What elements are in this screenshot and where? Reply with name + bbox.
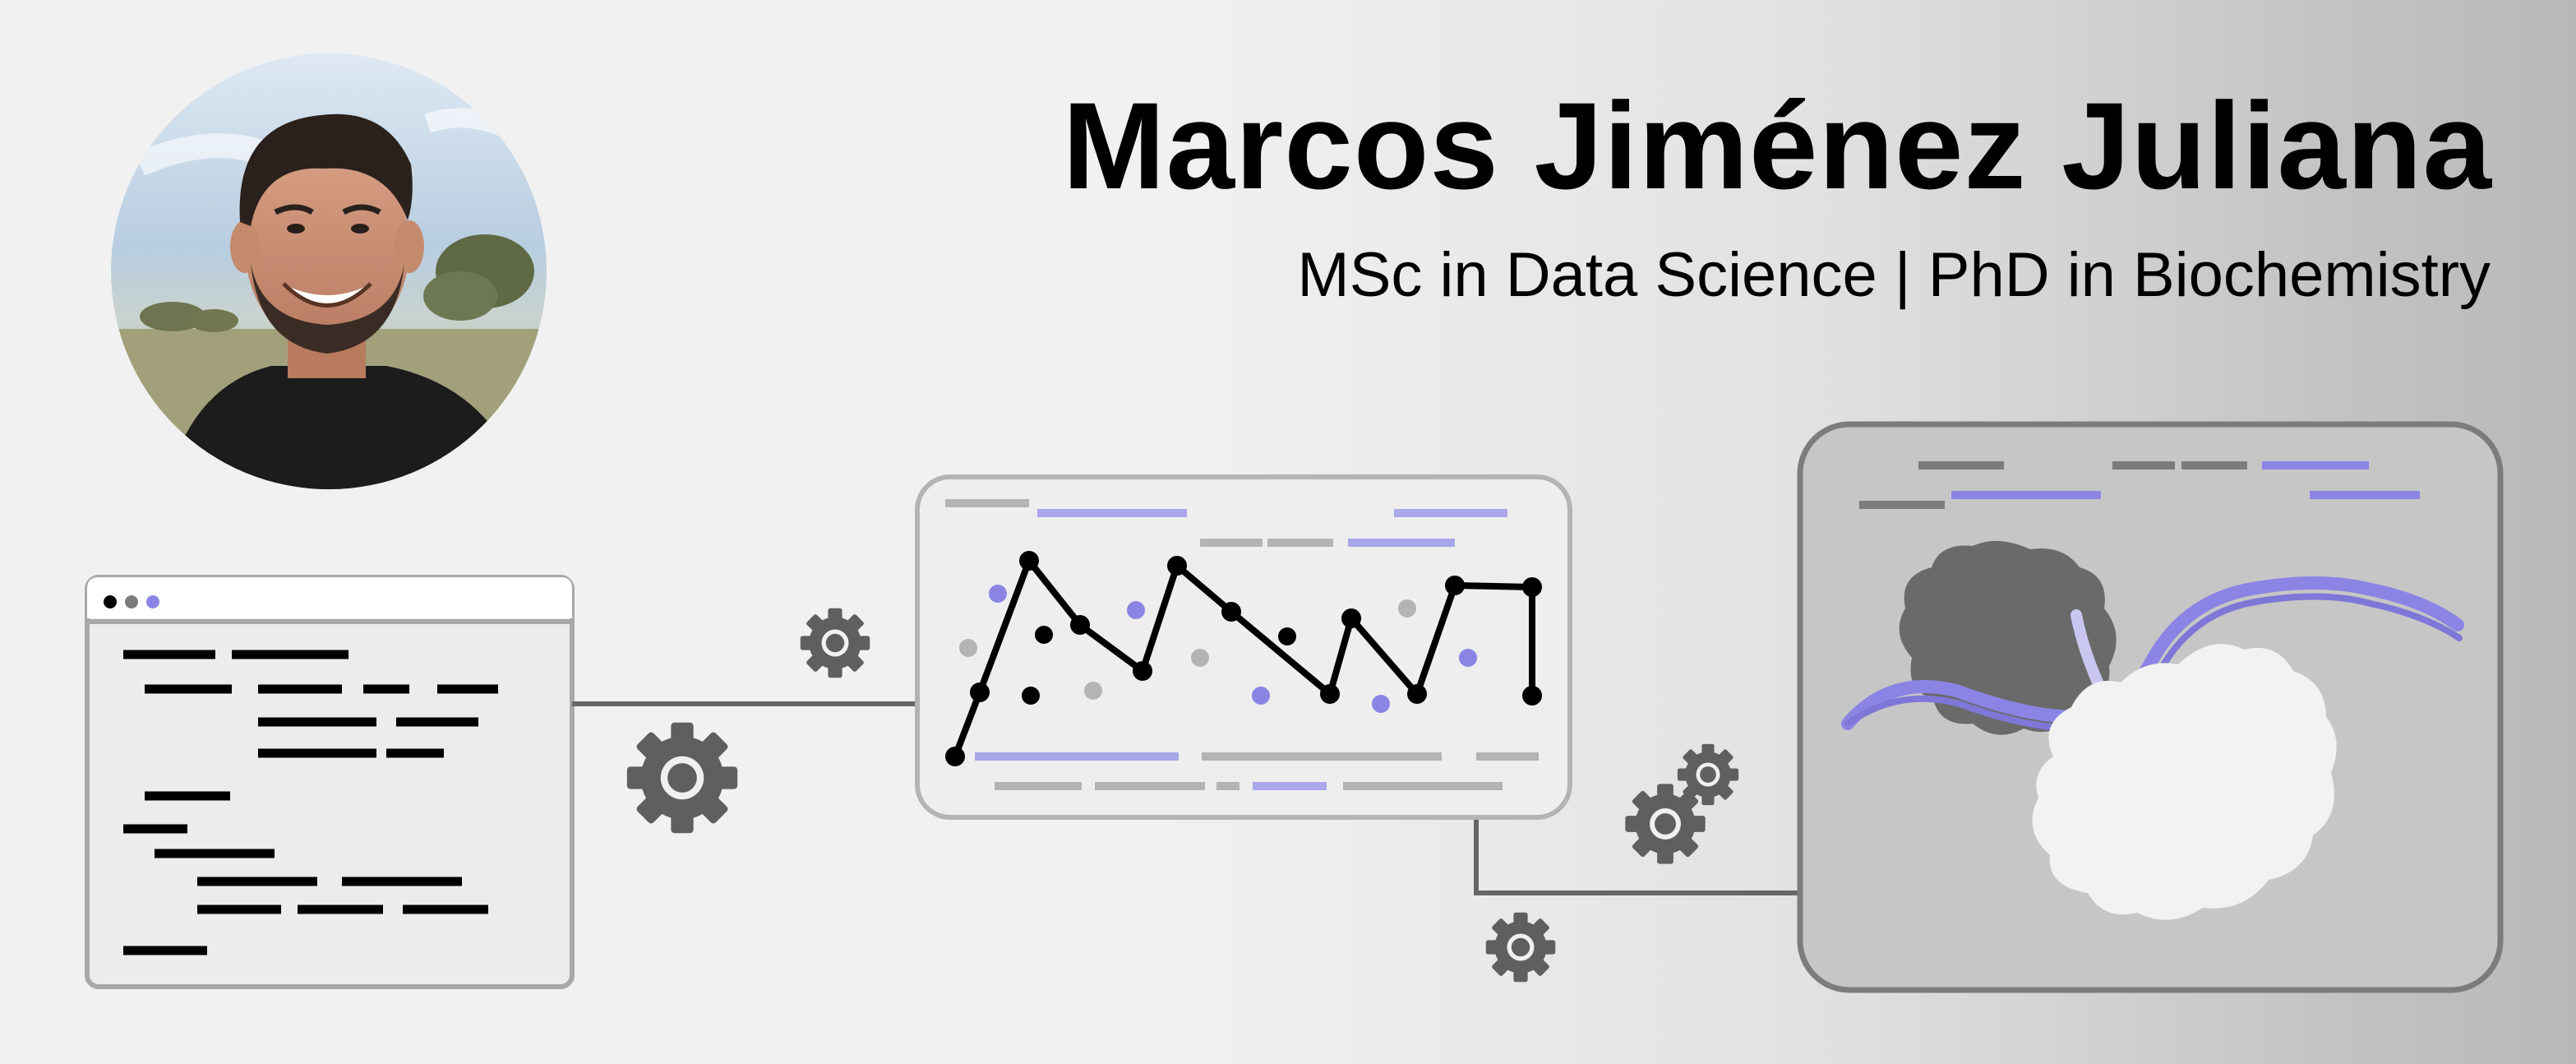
connector-lines xyxy=(572,701,1800,895)
line-chart xyxy=(915,474,1572,820)
person-name: Marcos Jiménez Juliana xyxy=(1062,76,2492,215)
profile-photo xyxy=(111,53,547,489)
person-tagline: MSc in Data Science | PhD in Biochemistr… xyxy=(1297,240,2491,310)
protein-dna-structure xyxy=(1797,421,2504,993)
code-window xyxy=(85,575,575,989)
